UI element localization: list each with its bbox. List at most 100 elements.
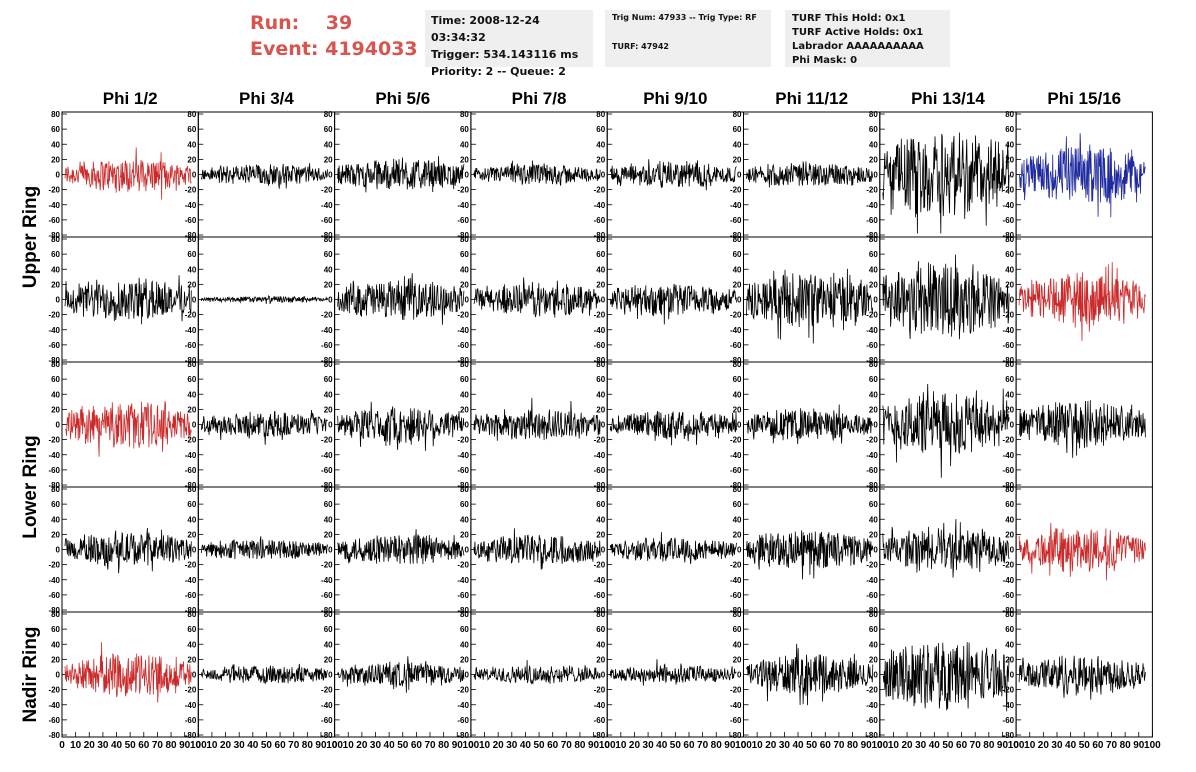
y-tick-label: 40: [51, 390, 60, 399]
y-tick-label: -80: [48, 606, 60, 615]
x-tick-label: 20: [901, 740, 913, 751]
waveform-grid: Phi 1/2 Phi 3/4 Phi 5/6 Phi 7/8 Phi 9/10 Phi …: [20, 89, 1161, 751]
waveform-trace: [609, 659, 737, 686]
y-tick-label: -20: [1003, 436, 1015, 445]
x-tick-label: 90: [315, 740, 327, 751]
y-tick-label: 60: [51, 500, 60, 509]
x-tick-label: 30: [234, 740, 246, 751]
x-tick-label: 100: [599, 740, 616, 751]
y-tick-label: -80: [457, 356, 469, 365]
column-title: Phi 13/14: [911, 89, 985, 108]
x-tick-label: 40: [792, 740, 804, 751]
y-tick-label: -20: [321, 311, 333, 320]
y-tick-label: 40: [187, 390, 196, 399]
waveform-trace: [200, 409, 328, 445]
y-tick-label: 80: [869, 235, 878, 244]
phi-mask-text: Phi Mask: 0: [792, 55, 858, 66]
x-tick-label: 70: [288, 740, 300, 751]
x-tick-label: 40: [1065, 740, 1077, 751]
y-tick-label: 20: [51, 155, 60, 164]
y-tick-label: 0: [601, 421, 606, 430]
waveform-trace: [473, 277, 601, 318]
y-tick-label: 20: [51, 405, 60, 414]
x-tick-label: 70: [561, 740, 573, 751]
x-tick-label: 10: [206, 740, 218, 751]
x-tick-label: 20: [220, 740, 232, 751]
x-tick-label: 30: [1051, 740, 1063, 751]
x-tick-label: 10: [479, 740, 491, 751]
y-tick-label: 40: [733, 265, 742, 274]
event-value: 4194033: [325, 38, 418, 60]
y-tick-label: -20: [185, 561, 197, 570]
y-tick-label: 40: [733, 515, 742, 524]
y-tick-label: -20: [594, 311, 606, 320]
x-tick-label: 100: [326, 740, 343, 751]
y-tick-label: 0: [1010, 296, 1015, 305]
labrador-text: Labrador AAAAAAAAAA: [792, 41, 924, 52]
y-tick-label: -80: [594, 356, 606, 365]
y-tick-label: 0: [873, 671, 878, 680]
y-tick-label: -80: [730, 481, 742, 490]
run-event-box: Run: 39 Event: 4194033: [250, 10, 418, 62]
waveform-trace: [200, 294, 328, 305]
y-tick-label: 20: [324, 405, 333, 414]
y-tick-label: -20: [1003, 561, 1015, 570]
y-tick-label: 60: [51, 625, 60, 634]
y-tick-label: -60: [594, 716, 606, 725]
y-tick-label: 60: [324, 375, 333, 384]
priority-text: Priority: 2 -- Queue: 2: [431, 65, 566, 78]
x-tick-label: 80: [574, 740, 586, 751]
x-tick-label: 60: [1092, 740, 1104, 751]
y-tick-label: -80: [185, 731, 197, 740]
y-tick-label: -80: [594, 481, 606, 490]
y-tick-label: 80: [324, 610, 333, 619]
waveform-trace: [473, 160, 601, 186]
y-tick-label: -20: [866, 186, 878, 195]
x-tick-label: 50: [125, 740, 137, 751]
waveform-trace: [609, 410, 737, 446]
y-tick-label: 80: [187, 360, 196, 369]
y-tick-label: 40: [460, 265, 469, 274]
y-tick-label: -80: [866, 481, 878, 490]
y-tick-label: 20: [733, 405, 742, 414]
y-tick-label: -60: [48, 716, 60, 725]
y-tick-label: -20: [457, 311, 469, 320]
y-tick-label: 0: [601, 296, 606, 305]
y-tick-label: -20: [457, 186, 469, 195]
y-tick-label: -80: [321, 356, 333, 365]
y-tick-label: 40: [596, 140, 605, 149]
y-tick-label: 60: [324, 125, 333, 134]
column-title: Phi 1/2: [103, 89, 158, 108]
y-tick-label: -20: [730, 311, 742, 320]
y-tick-label: -80: [1003, 481, 1015, 490]
y-tick-label: 20: [1005, 655, 1014, 664]
y-tick-label: -60: [321, 716, 333, 725]
column-title: Phi 9/10: [643, 89, 707, 108]
y-tick-label: -40: [866, 326, 878, 335]
trigger-text: Trigger: 534.143116 ms: [431, 48, 579, 61]
waveform-trace: [1018, 400, 1146, 458]
y-tick-label: 0: [328, 296, 333, 305]
y-tick-label: -80: [866, 606, 878, 615]
y-tick-label: -60: [1003, 466, 1015, 475]
y-tick-label: 20: [733, 155, 742, 164]
y-tick-label: 20: [324, 655, 333, 664]
y-tick-label: 40: [1005, 515, 1014, 524]
y-tick-label: 0: [328, 546, 333, 555]
y-tick-label: -20: [321, 561, 333, 570]
y-tick-label: -20: [730, 686, 742, 695]
waveform-trace: [609, 532, 737, 565]
y-tick-label: 0: [601, 171, 606, 180]
waveform-trace: [337, 656, 465, 693]
waveform-trace: [1018, 522, 1146, 581]
y-tick-label: -20: [185, 311, 197, 320]
y-tick-label: 40: [324, 515, 333, 524]
y-tick-label: 80: [596, 235, 605, 244]
y-tick-label: -80: [594, 731, 606, 740]
y-tick-label: 80: [187, 235, 196, 244]
y-tick-label: 80: [733, 360, 742, 369]
y-tick-label: -20: [185, 686, 197, 695]
waveform-trace: [473, 528, 601, 570]
y-tick-label: -40: [730, 326, 742, 335]
time-text: Time: 2008-12-24 03:34:32: [431, 14, 540, 44]
